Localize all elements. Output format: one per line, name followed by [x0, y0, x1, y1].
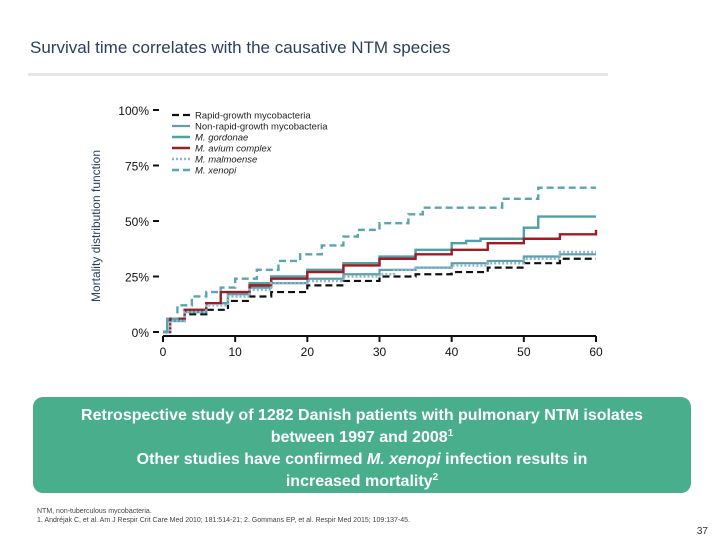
callout-line-3-suffix: infection results in: [440, 451, 588, 468]
callout-species: M. xenopi: [366, 451, 441, 468]
series-line: [163, 257, 596, 334]
footnote-abbreviation: NTM, non-tuberculous mycobacteria.: [37, 508, 152, 515]
x-axis-ticks: 0 10 20 30 40 50 60: [160, 336, 603, 359]
y-tick-label: 25%: [125, 271, 149, 285]
y-axis-label: Mortality distribution function: [89, 150, 103, 302]
footnotes: NTM, non-tuberculous mycobacteria. 1. An…: [37, 507, 410, 525]
footnote-references: 1. Andréjak C, et al. Am J Respir Crit C…: [37, 517, 411, 524]
callout-ref-1: 1: [447, 428, 454, 439]
callout-line-2: between 1997 and 20081: [33, 427, 691, 449]
study-callout: Retrospective study of 1282 Danish patie…: [33, 397, 691, 493]
series-line: [163, 186, 596, 334]
y-tick-label: 50%: [125, 215, 149, 229]
page-number: 37: [696, 526, 708, 537]
y-axis-ticks: 0% 25% 50% 75% 100%: [118, 104, 159, 340]
y-tick-label: 0%: [132, 326, 150, 340]
x-tick-label: 0: [160, 345, 167, 359]
callout-line-1: Retrospective study of 1282 Danish patie…: [81, 407, 643, 424]
callout-line-3-prefix: Other studies have confirmed: [136, 451, 367, 468]
legend-label: M. xenopi: [195, 166, 237, 177]
slide-title: Survival time correlates with the causat…: [30, 38, 451, 57]
callout-line-4: increased mortality2: [33, 471, 691, 493]
y-tick-label: 100%: [118, 104, 149, 118]
legend-label: M. avium complex: [195, 144, 273, 155]
legend-label: M. malmoense: [195, 155, 257, 166]
callout-line-2-text: between 1997 and 2008: [270, 429, 448, 446]
x-tick-label: 20: [301, 345, 315, 359]
legend-label: M. gordonae: [195, 133, 248, 144]
x-tick-label: 30: [373, 345, 387, 359]
callout-ref-2: 2: [432, 472, 439, 483]
y-tick-label: 75%: [125, 160, 149, 174]
x-tick-label: 50: [517, 345, 531, 359]
series-line: [163, 250, 596, 334]
x-tick-label: 60: [589, 345, 603, 359]
callout-line-3: Other studies have confirmed M. xenopi i…: [33, 449, 691, 471]
x-tick-label: 40: [445, 345, 459, 359]
legend-label: Non-rapid-growth mycobacteria: [195, 122, 328, 133]
callout-line-4-text: increased mortality: [285, 473, 433, 490]
chart-legend: Rapid-growth mycobacteriaNon-rapid-growt…: [172, 111, 328, 177]
legend-label: Rapid-growth mycobacteria: [195, 111, 311, 122]
mortality-chart: 0% 25% 50% 75% 100% 0 10 20 30 40 50 60 Rapid-grow…: [89, 104, 603, 359]
title-divider: [28, 73, 608, 76]
x-tick-label: 10: [228, 345, 242, 359]
series-lines: [163, 186, 598, 334]
